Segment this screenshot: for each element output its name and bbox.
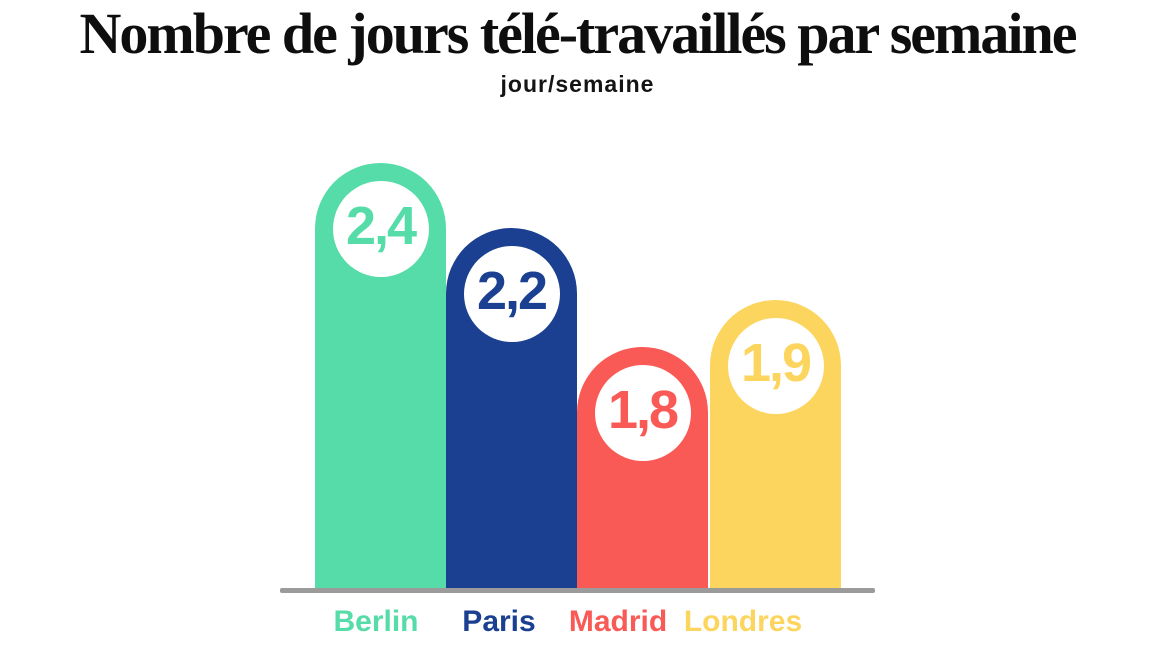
value-label-londres: 1,9	[740, 333, 812, 393]
x-axis-baseline	[280, 588, 875, 593]
value-badge-madrid: 1,8	[594, 365, 691, 461]
chart-title: Nombre de jours télé-travaillés par sema…	[79, 1, 1078, 66]
chart-subtitle-unit: jour/semaine	[500, 71, 655, 97]
category-label-londres: Londres	[683, 605, 803, 638]
category-label-berlin: Berlin	[333, 605, 419, 638]
bar-londres: 1,9	[710, 300, 841, 588]
category-label-madrid: Madrid	[568, 605, 668, 638]
value-label-paris: 2,2	[476, 261, 548, 321]
bar-madrid: 1,8	[577, 347, 708, 588]
category-label-paris: Paris	[462, 605, 536, 638]
bar-paris: 2,2	[446, 228, 577, 588]
value-badge-londres: 1,9	[727, 318, 824, 414]
value-label-berlin: 2,4	[345, 196, 417, 256]
bar-berlin: 2,4	[315, 163, 446, 588]
value-badge-berlin: 2,4	[332, 181, 429, 277]
value-label-madrid: 1,8	[607, 380, 679, 440]
value-badge-paris: 2,2	[463, 246, 560, 342]
